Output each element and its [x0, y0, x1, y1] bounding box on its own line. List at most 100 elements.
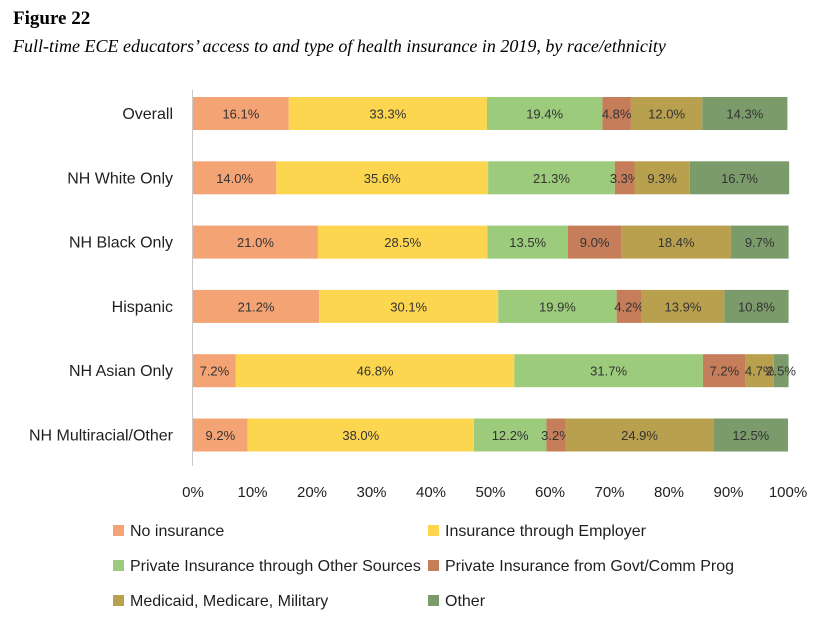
- bar-segment: [193, 97, 289, 130]
- category-label: NH Black Only: [69, 235, 173, 252]
- data-label: 46.8%: [357, 364, 394, 379]
- data-label: 28.5%: [384, 235, 421, 250]
- bar-segment: [702, 354, 746, 388]
- bar-segment: [702, 97, 788, 130]
- data-label: 12.2%: [492, 428, 529, 443]
- chart-title: Full-time ECE educators’ access to and t…: [13, 36, 666, 56]
- legend-swatch: [113, 525, 124, 536]
- data-label: 4.8%: [602, 107, 632, 122]
- bar-segment: [602, 97, 631, 130]
- legend-swatch: [113, 595, 124, 606]
- data-label: 13.5%: [509, 235, 546, 250]
- legend-label: Private Insurance through Other Sources: [130, 558, 421, 575]
- data-label: 4.2%: [614, 299, 644, 314]
- data-label: 31.7%: [590, 364, 627, 379]
- category-label: Overall: [122, 106, 173, 123]
- bar-segment: [319, 289, 499, 323]
- data-label: 12.5%: [732, 428, 769, 443]
- bar-segment: [487, 225, 568, 259]
- data-label: 24.9%: [621, 428, 658, 443]
- bar-segment: [634, 161, 690, 195]
- bar-segment: [745, 354, 774, 388]
- data-label: 9.3%: [647, 171, 677, 186]
- bar-segment: [276, 161, 489, 195]
- data-label: 14.3%: [726, 107, 763, 122]
- category-label: NH Asian Only: [69, 363, 173, 380]
- legend-swatch: [428, 560, 439, 571]
- x-tick-label: 50%: [475, 484, 505, 501]
- data-label: 16.1%: [222, 107, 259, 122]
- data-label: 21.3%: [533, 171, 570, 186]
- bar-segment: [193, 289, 320, 323]
- data-label: 10.8%: [738, 299, 775, 314]
- data-label: 9.2%: [206, 428, 236, 443]
- legend-swatch: [428, 525, 439, 536]
- data-label: 35.6%: [364, 171, 401, 186]
- x-tick-label: 60%: [535, 484, 565, 501]
- bar-segment: [724, 289, 789, 323]
- data-label: 2.5%: [766, 364, 796, 379]
- bar-segment: [193, 161, 277, 195]
- category-label: NH Multiracial/Other: [29, 428, 174, 445]
- bar-segment: [247, 418, 474, 452]
- legend-swatch: [113, 560, 124, 571]
- bar-segment: [621, 225, 731, 259]
- bar-segment: [565, 418, 714, 452]
- bar-segment: [689, 161, 790, 195]
- data-label: 3.2%: [541, 428, 571, 443]
- bar-segment: [730, 225, 789, 259]
- legend-swatch: [428, 595, 439, 606]
- x-tick-label: 0%: [182, 484, 204, 501]
- data-label: 33.3%: [369, 107, 406, 122]
- data-label: 7.2%: [710, 364, 740, 379]
- x-tick-label: 40%: [416, 484, 446, 501]
- bar-segment: [641, 289, 725, 323]
- data-label: 12.0%: [648, 107, 685, 122]
- bar-segment: [614, 161, 635, 195]
- bar-segment: [616, 289, 642, 323]
- x-tick-label: 10%: [237, 484, 267, 501]
- x-tick-label: 20%: [297, 484, 327, 501]
- x-tick-label: 100%: [769, 484, 807, 501]
- data-label: 3.3%: [610, 171, 640, 186]
- bar-segment: [288, 97, 487, 130]
- bar-segment: [317, 225, 488, 259]
- x-tick-label: 70%: [594, 484, 624, 501]
- bar-segment: [235, 354, 515, 388]
- figure-label: Figure 22: [13, 8, 91, 29]
- bar-segment: [567, 225, 622, 259]
- x-tick-label: 80%: [654, 484, 684, 501]
- bar-segment: [546, 418, 566, 452]
- data-label: 14.0%: [216, 171, 253, 186]
- bar-segment: [514, 354, 703, 388]
- bar-segment: [488, 161, 615, 195]
- bar-segment: [486, 97, 603, 130]
- data-label: 19.9%: [539, 299, 576, 314]
- bar-segment: [473, 418, 547, 452]
- bar-segment: [193, 354, 236, 388]
- data-label: 21.0%: [237, 235, 274, 250]
- legend-label: Other: [445, 593, 486, 610]
- x-tick-label: 90%: [713, 484, 743, 501]
- data-label: 18.4%: [658, 235, 695, 250]
- legend-label: No insurance: [130, 523, 224, 540]
- bar-segment: [713, 418, 788, 452]
- data-label: 30.1%: [390, 299, 427, 314]
- x-tick-label: 30%: [356, 484, 386, 501]
- data-label: 16.7%: [721, 171, 758, 186]
- bar-segment: [193, 418, 248, 452]
- bar-segment: [498, 289, 617, 323]
- data-label: 9.0%: [580, 235, 610, 250]
- data-label: 38.0%: [342, 428, 379, 443]
- data-label: 19.4%: [526, 107, 563, 122]
- legend-label: Private Insurance from Govt/Comm Prog: [445, 558, 734, 575]
- data-label: 7.2%: [200, 364, 230, 379]
- bar-segment: [773, 354, 789, 388]
- data-label: 4.7%: [745, 364, 775, 379]
- data-label: 21.2%: [238, 299, 275, 314]
- data-label: 13.9%: [665, 299, 702, 314]
- legend-label: Medicaid, Medicare, Military: [130, 593, 328, 610]
- bar-segment: [630, 97, 703, 130]
- category-label: NH White Only: [67, 170, 173, 187]
